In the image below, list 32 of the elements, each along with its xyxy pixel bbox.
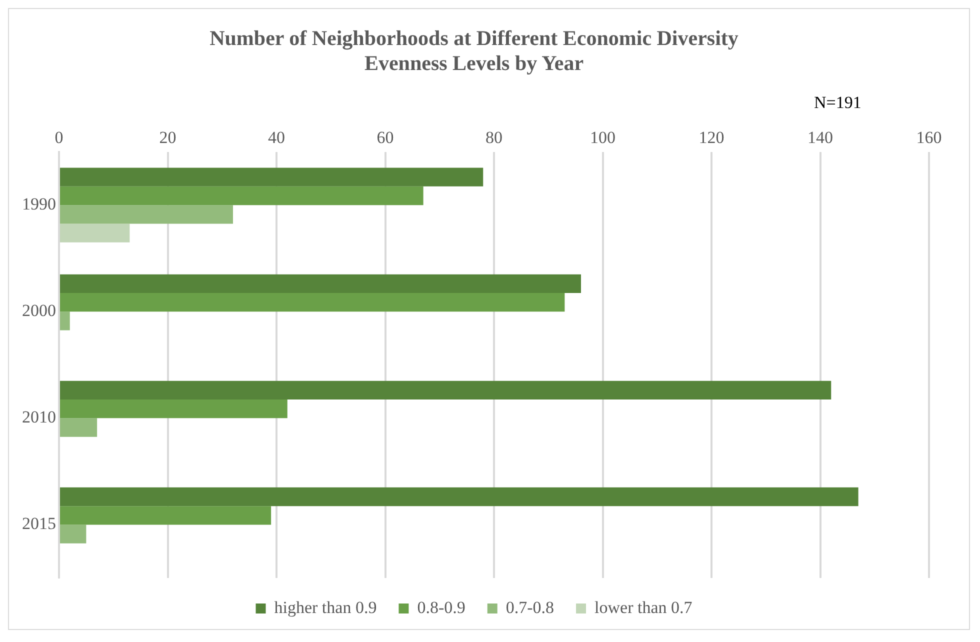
bar — [60, 168, 484, 186]
bar — [60, 312, 70, 330]
legend-label: lower than 0.7 — [594, 598, 693, 617]
text: N=191 — [814, 93, 862, 113]
legend-label: higher than 0.9 — [274, 598, 377, 617]
x-tick-label: 40 — [268, 128, 285, 148]
x-tick-label: 100 — [590, 128, 616, 148]
y-tick-label: 2010 — [22, 408, 56, 427]
bar — [60, 224, 130, 242]
legend-label: 0.8-0.9 — [417, 598, 466, 617]
legend-label: 0.7-0.8 — [506, 598, 554, 617]
bar — [60, 418, 98, 437]
y-tick-label: 2000 — [22, 301, 56, 320]
x-tick-label: 80 — [486, 128, 502, 148]
bar — [60, 487, 858, 506]
x-tick-label: 20 — [159, 128, 176, 148]
bar — [60, 380, 832, 400]
bar — [60, 274, 581, 293]
bar — [60, 524, 86, 544]
x-tick-label: 60 — [376, 128, 394, 148]
bar — [60, 186, 424, 206]
x-tick-label: 140 — [808, 128, 833, 148]
y-tick-label: 2015 — [22, 514, 56, 534]
bar — [60, 205, 233, 224]
x-tick-label: 120 — [698, 128, 724, 148]
bar — [60, 400, 288, 418]
y-tick-label: 1990 — [22, 194, 56, 214]
x-tick-label: 160 — [916, 128, 942, 148]
bar — [60, 506, 272, 525]
bar — [60, 292, 565, 312]
chart-title: Number of Neighborhoods at Different Economic Diversity Evenness Levels by Year — [210, 26, 739, 76]
x-tick-label: 0 — [54, 128, 64, 148]
